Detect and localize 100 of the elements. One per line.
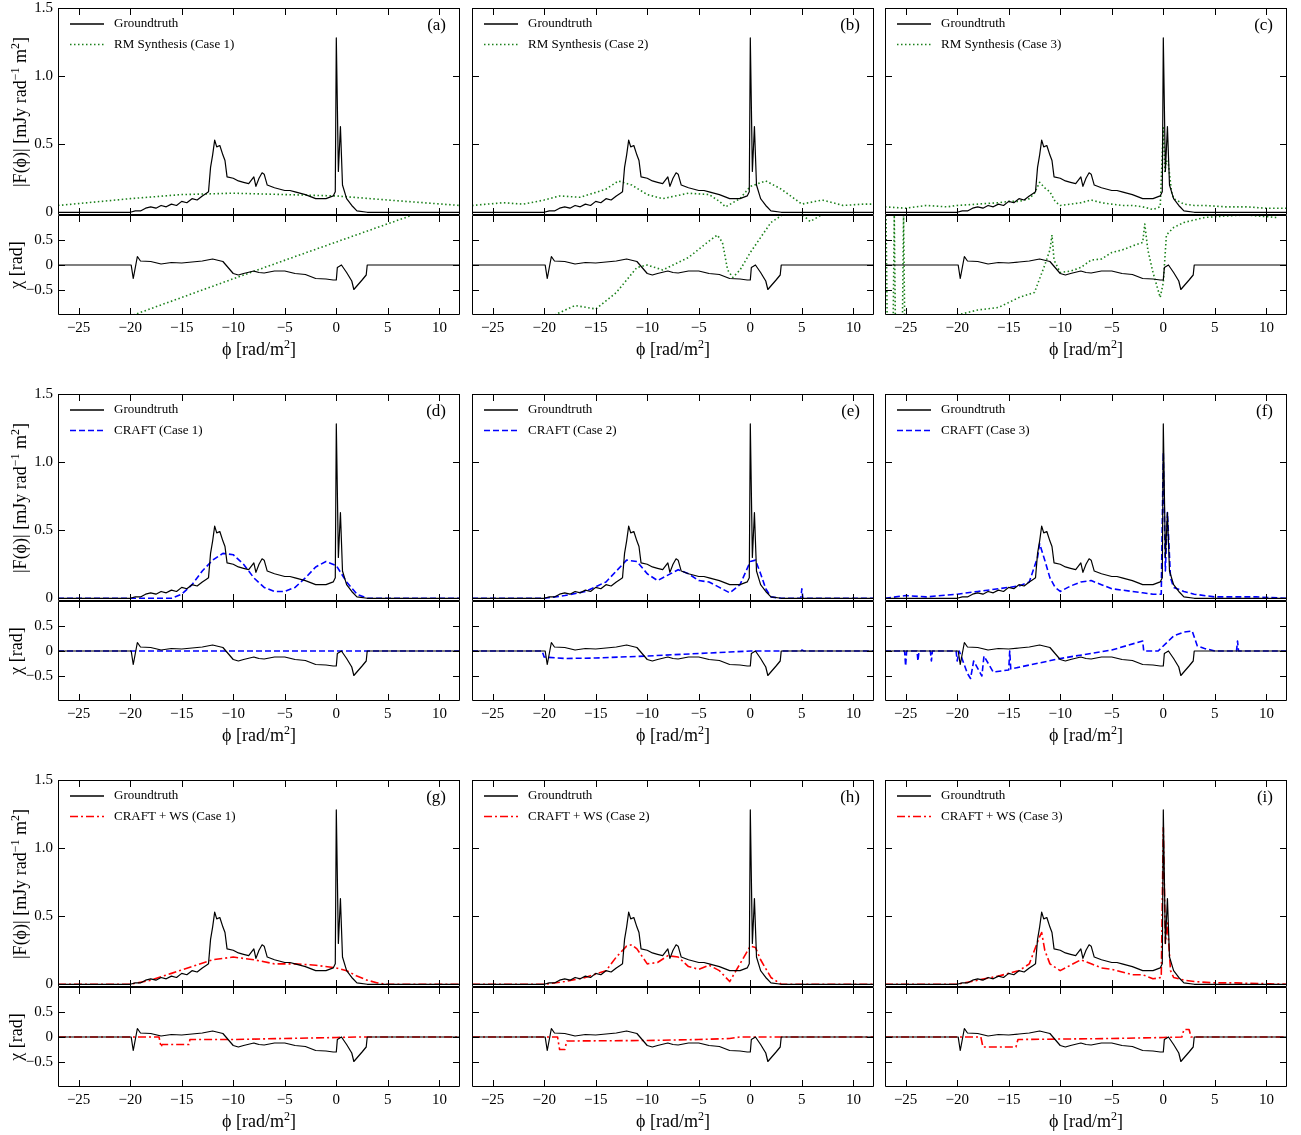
legend-label: CRAFT + WS (Case 1) — [114, 807, 236, 823]
x-tick-label: −25 — [66, 318, 91, 335]
y-tick-label: 1.0 — [34, 839, 53, 856]
y-tick-label: 1.5 — [34, 0, 53, 15]
y-tick-label: 0.5 — [34, 521, 53, 538]
x-axis-title: ϕ [rad/m$^{2}$] — [222, 1109, 296, 1131]
x-tick-label: −20 — [118, 704, 142, 721]
x-tick-label: −15 — [169, 704, 194, 721]
y-tick-label: 0.5 — [34, 230, 53, 247]
x-tick-label: 5 — [384, 1090, 392, 1107]
x-tick-label: −10 — [1048, 1090, 1072, 1107]
x-tick-label: −25 — [66, 1090, 91, 1107]
legend-label: Groundtruth — [528, 787, 593, 803]
x-tick-label: −5 — [690, 318, 707, 335]
x-tick-label: 0 — [332, 1090, 341, 1107]
x-tick-label: −10 — [221, 318, 245, 335]
y-axis-title: χ [rad] — [6, 241, 26, 289]
x-tick-label: 0 — [332, 318, 341, 335]
x-tick-label: 10 — [845, 1090, 861, 1107]
x-tick-label: 5 — [798, 318, 806, 335]
x-tick-label: −15 — [169, 1090, 194, 1107]
y-tick-label: 0.5 — [34, 135, 53, 152]
x-axis-title: ϕ [rad/m$^{2}$] — [1049, 337, 1123, 359]
x-tick-label: −5 — [276, 1090, 293, 1107]
x-tick-label: 10 — [1258, 318, 1274, 335]
x-tick-label: 0 — [746, 704, 755, 721]
annotation: (i) — [1256, 787, 1273, 807]
x-tick-label: −15 — [996, 704, 1021, 721]
y-tick-label: 1.0 — [34, 67, 53, 84]
legend-label: CRAFT + WS (Case 2) — [528, 807, 650, 823]
x-tick-label: −15 — [169, 318, 194, 335]
x-tick-label: 5 — [798, 1090, 806, 1107]
x-tick-label: −10 — [1048, 704, 1072, 721]
x-tick-label: −25 — [893, 704, 918, 721]
x-tick-label: 5 — [1211, 704, 1219, 721]
x-tick-label: 10 — [431, 1090, 447, 1107]
x-tick-label: −10 — [221, 1090, 245, 1107]
y-tick-label: 0.5 — [34, 616, 53, 633]
x-tick-label: −15 — [583, 704, 608, 721]
y-tick-label: 1.5 — [34, 384, 53, 401]
x-tick-label: 10 — [1258, 704, 1274, 721]
x-tick-label: −20 — [532, 318, 556, 335]
y-tick-label: 1.0 — [34, 453, 53, 470]
legend-label: RM Synthesis (Case 2) — [528, 35, 649, 51]
x-tick-label: 5 — [384, 704, 392, 721]
annotation: (f) — [1256, 401, 1273, 421]
x-tick-label: −5 — [1103, 318, 1120, 335]
y-tick-label: 0.5 — [34, 907, 53, 924]
y-tick-label: 0 — [45, 975, 53, 992]
annotation: (b) — [840, 15, 860, 35]
legend-label: RM Synthesis (Case 1) — [114, 35, 235, 51]
legend-label: CRAFT (Case 2) — [528, 421, 617, 437]
y-tick-label: −0.5 — [25, 1052, 53, 1069]
x-tick-label: −20 — [945, 1090, 969, 1107]
legend-label: Groundtruth — [941, 401, 1006, 417]
legend-label: CRAFT (Case 3) — [941, 421, 1030, 437]
y-tick-label: 0 — [45, 1027, 53, 1044]
x-tick-label: 10 — [845, 704, 861, 721]
x-tick-label: 10 — [431, 318, 447, 335]
annotation: (h) — [840, 787, 860, 807]
y-tick-label: 0 — [45, 589, 53, 606]
legend-label: CRAFT + WS (Case 3) — [941, 807, 1063, 823]
x-tick-label: −25 — [893, 1090, 918, 1107]
legend-label: Groundtruth — [114, 401, 179, 417]
x-tick-label: −5 — [690, 1090, 707, 1107]
y-axis-title: χ [rad] — [6, 1013, 26, 1061]
legend-label: Groundtruth — [941, 787, 1006, 803]
x-tick-label: 0 — [332, 704, 341, 721]
x-tick-label: 5 — [798, 704, 806, 721]
annotation: (d) — [426, 401, 446, 421]
x-tick-label: −20 — [118, 318, 142, 335]
legend-label: Groundtruth — [941, 15, 1006, 31]
annotation: (e) — [841, 401, 860, 421]
x-tick-label: −20 — [532, 704, 556, 721]
y-tick-label: −0.5 — [25, 280, 53, 297]
x-axis-title: ϕ [rad/m$^{2}$] — [222, 723, 296, 745]
x-tick-label: −5 — [1103, 1090, 1120, 1107]
x-tick-label: −25 — [480, 704, 505, 721]
line-series — [58, 192, 460, 207]
y-tick-label: −0.5 — [25, 666, 53, 683]
x-tick-label: −5 — [276, 704, 293, 721]
x-tick-label: 10 — [1258, 1090, 1274, 1107]
x-tick-label: −20 — [118, 1090, 142, 1107]
x-tick-label: 5 — [1211, 1090, 1219, 1107]
x-tick-label: 0 — [1159, 704, 1168, 721]
annotation: (c) — [1254, 15, 1273, 35]
y-axis-title: χ [rad] — [6, 627, 26, 675]
legend-label: Groundtruth — [528, 15, 593, 31]
x-tick-label: −10 — [635, 704, 659, 721]
x-axis-title: ϕ [rad/m$^{2}$] — [636, 723, 710, 745]
x-tick-label: −25 — [66, 704, 91, 721]
x-axis-title: ϕ [rad/m$^{2}$] — [1049, 723, 1123, 745]
x-tick-label: −15 — [996, 1090, 1021, 1107]
x-tick-label: 5 — [384, 318, 392, 335]
x-tick-label: −5 — [276, 318, 293, 335]
y-tick-label: 0.5 — [34, 1002, 53, 1019]
x-tick-label: −15 — [583, 318, 608, 335]
x-axis-title: ϕ [rad/m$^{2}$] — [1049, 1109, 1123, 1131]
legend-label: CRAFT (Case 1) — [114, 421, 203, 437]
x-tick-label: −25 — [480, 1090, 505, 1107]
